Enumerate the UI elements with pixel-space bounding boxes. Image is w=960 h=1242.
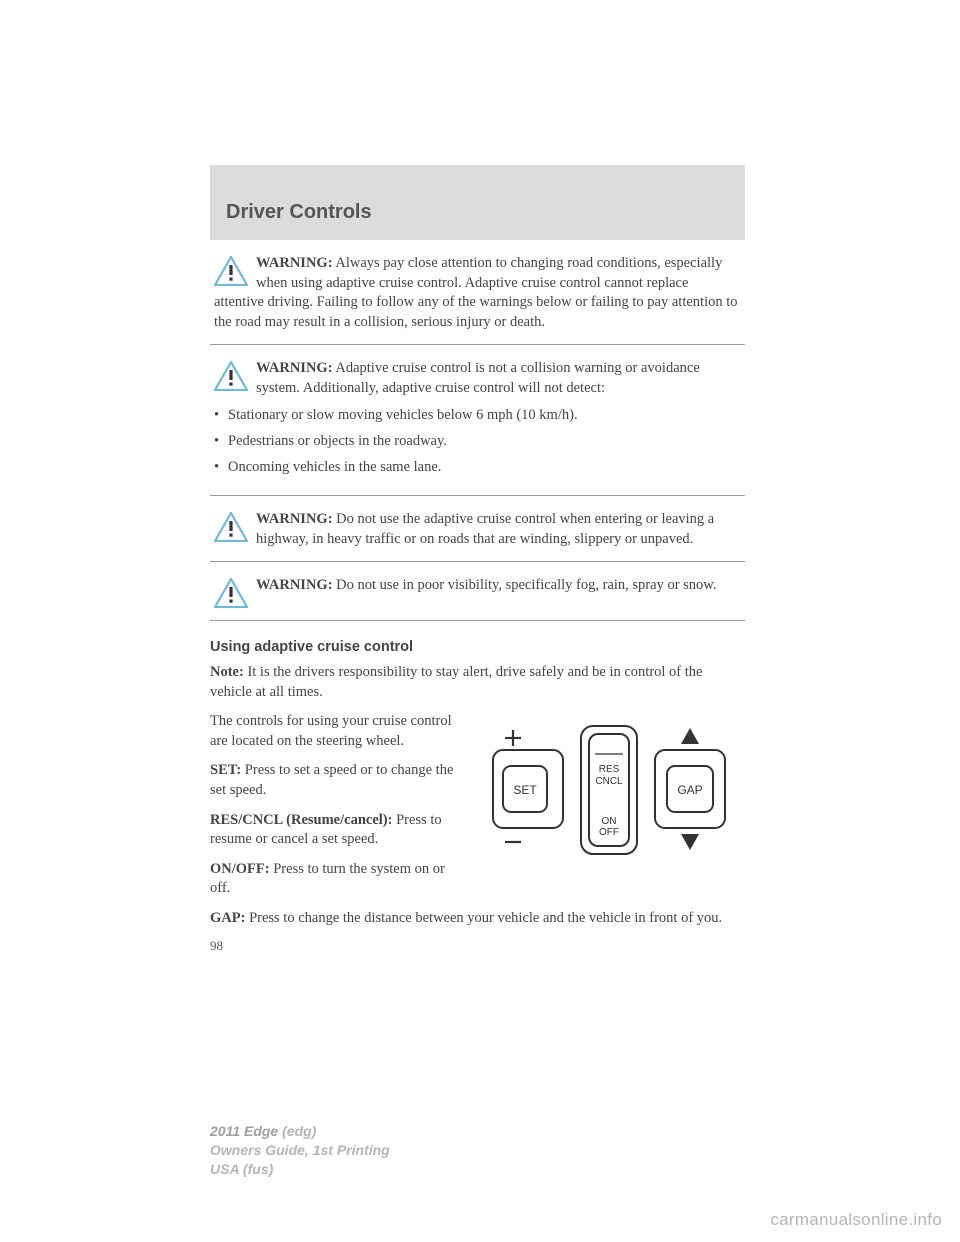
warning-icon (214, 512, 248, 542)
footer-line1: 2011 Edge (edg) (210, 1122, 390, 1141)
warning-bullet-list: Stationary or slow moving vehicles below… (214, 406, 741, 477)
warning-bullet: Stationary or slow moving vehicles below… (214, 406, 741, 426)
diagram-set-label: SET (513, 783, 537, 797)
footer-region-code: (fus) (239, 1161, 273, 1177)
control-label: RES/CNCL (Resume/cancel): (210, 812, 392, 828)
warning-bullet: Oncoming vehicles in the same lane. (214, 458, 741, 478)
warning-text: Do not use in poor visibility, specifica… (333, 577, 717, 593)
diagram-res-label: RES (599, 764, 620, 775)
warning-block: WARNING: Always pay close attention to c… (210, 254, 745, 345)
controls-row: The controls for using your cruise contr… (210, 712, 745, 909)
control-label: GAP: (210, 910, 245, 926)
watermark: carmanualsonline.info (770, 1210, 942, 1230)
warning-label: WARNING: (256, 255, 333, 271)
footer-region: USA (210, 1161, 239, 1177)
control-label: ON/OFF: (210, 861, 270, 877)
intro-paragraph: The controls for using your cruise contr… (210, 712, 467, 751)
control-item: RES/CNCL (Resume/cancel): Press to resum… (210, 811, 467, 850)
header-bar: Driver Controls (210, 165, 745, 240)
control-item: GAP: Press to change the distance betwee… (210, 909, 745, 929)
control-item: ON/OFF: Press to turn the system on or o… (210, 860, 467, 899)
control-text: Press to change the distance between you… (245, 910, 722, 926)
page-number: 98 (210, 938, 745, 954)
diagram-on-label: ON (602, 816, 617, 827)
controls-diagram: SET RES CNCL ON OFF GAP (485, 716, 745, 871)
footer-line2: Owners Guide, 1st Printing (210, 1141, 390, 1160)
page-content: Driver Controls WARNING: Always pay clos… (210, 165, 745, 954)
control-text: Press to set a speed or to change the se… (210, 762, 453, 798)
warning-block: WARNING: Do not use the adaptive cruise … (210, 510, 745, 562)
warning-icon (214, 578, 248, 608)
diagram-cncl-label: CNCL (595, 776, 623, 787)
footer-model: 2011 Edge (210, 1123, 278, 1139)
warning-label: WARNING: (256, 360, 333, 376)
footer-code: (edg) (278, 1123, 316, 1139)
steering-controls-svg: SET RES CNCL ON OFF GAP (485, 716, 745, 866)
footer: 2011 Edge (edg) Owners Guide, 1st Printi… (210, 1122, 390, 1179)
diagram-off-label: OFF (599, 827, 619, 838)
warning-block: WARNING: Adaptive cruise control is not … (210, 359, 745, 496)
warning-block: WARNING: Do not use in poor visibility, … (210, 576, 745, 621)
subheading: Using adaptive cruise control (210, 639, 745, 655)
warning-label: WARNING: (256, 511, 333, 527)
controls-text-column: The controls for using your cruise contr… (210, 712, 467, 909)
warning-icon (214, 256, 248, 286)
note-text: It is the drivers responsibility to stay… (210, 664, 702, 700)
section-title: Driver Controls (226, 201, 745, 224)
control-label: SET: (210, 762, 241, 778)
warning-bullet: Pedestrians or objects in the roadway. (214, 432, 741, 452)
control-item: SET: Press to set a speed or to change t… (210, 761, 467, 800)
footer-line3: USA (fus) (210, 1160, 390, 1179)
note-paragraph: Note: It is the drivers responsibility t… (210, 663, 745, 702)
note-label: Note: (210, 664, 244, 680)
warning-label: WARNING: (256, 577, 333, 593)
warning-icon (214, 361, 248, 391)
diagram-gap-label: GAP (677, 783, 702, 797)
